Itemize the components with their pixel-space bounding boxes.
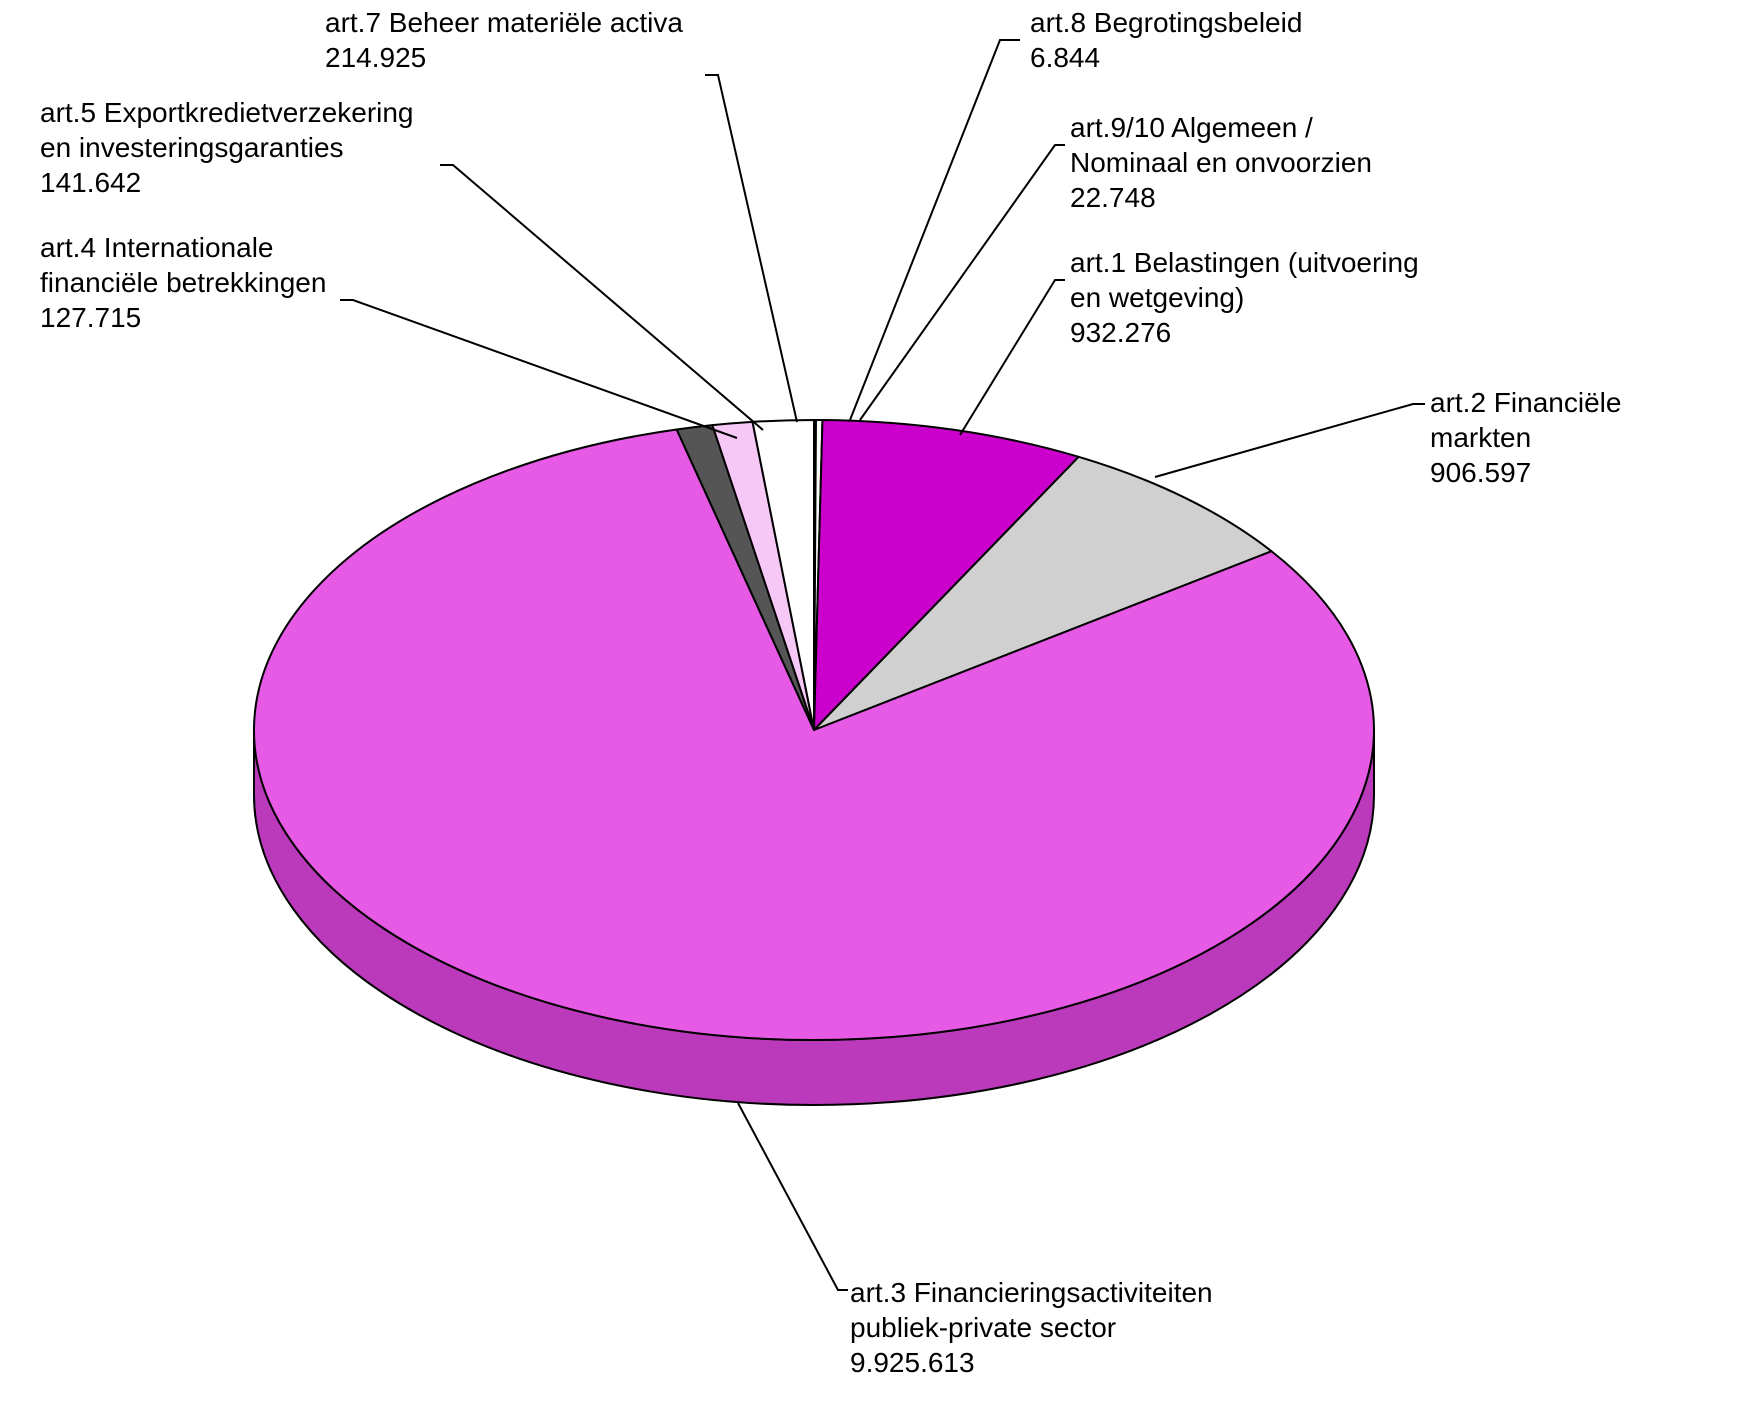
label-art3: art.3 Financieringsactiviteiten publiek-… <box>850 1275 1213 1380</box>
leader-art1 <box>960 280 1065 435</box>
leader-art4 <box>340 300 737 438</box>
label-art1: art.1 Belastingen (uitvoering en wetgevi… <box>1070 245 1419 350</box>
label-art2: art.2 Financiële markten 906.597 <box>1430 385 1621 490</box>
label-art5: art.5 Exportkredietverzekering en invest… <box>40 95 414 200</box>
label-art7: art.7 Beheer materiële activa 214.925 <box>325 5 683 75</box>
leader-art3 <box>738 1103 848 1290</box>
leader-art2 <box>1155 404 1425 477</box>
pie-chart-3d: art.8 Begrotingsbeleid 6.844 art.9/10 Alg… <box>0 0 1750 1407</box>
leader-art7 <box>705 75 797 422</box>
pie-tops <box>254 420 1374 1040</box>
label-art9_10: art.9/10 Algemeen / Nominaal en onvoorzi… <box>1070 110 1372 215</box>
label-art8: art.8 Begrotingsbeleid 6.844 <box>1030 5 1302 75</box>
leader-art9_10 <box>860 145 1065 420</box>
pie-svg <box>0 0 1750 1407</box>
label-art4: art.4 Internationale financiële betrekki… <box>40 230 326 335</box>
